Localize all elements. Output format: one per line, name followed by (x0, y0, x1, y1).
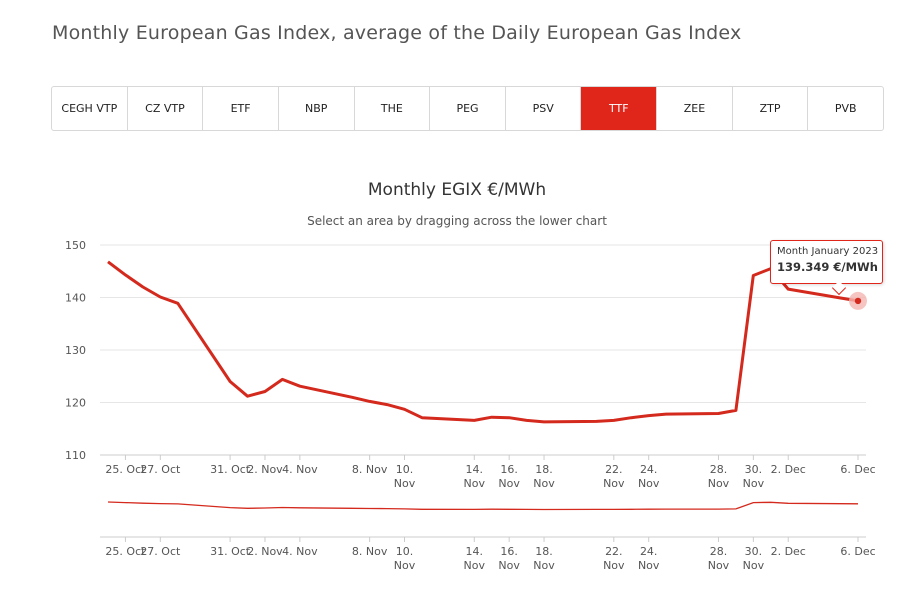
tab-etf[interactable]: ETF (203, 87, 279, 130)
y-tick-label: 150 (65, 239, 86, 252)
tab-the[interactable]: THE (355, 87, 431, 130)
x-tick-label-navigator: 14. Nov (464, 545, 486, 572)
tab-psv[interactable]: PSV (506, 87, 582, 130)
tab-zee[interactable]: ZEE (657, 87, 733, 130)
tooltip-value: 139.349 €/MWh (777, 260, 878, 274)
data-point-hover[interactable] (854, 297, 862, 305)
tab-ztp[interactable]: ZTP (733, 87, 809, 130)
y-tick-label: 120 (65, 397, 86, 410)
x-tick-label-navigator: 25. Oct (105, 545, 146, 558)
tab-pvb[interactable]: PVB (834, 102, 857, 115)
chart-subtitle: Select an area by dragging across the lo… (307, 214, 607, 228)
x-tick-label-navigator: 10. Nov (394, 545, 416, 572)
x-tick-label-main: 8. Nov (352, 463, 388, 476)
x-tick-label-main: 4. Nov (282, 463, 318, 476)
y-tick-label: 130 (65, 344, 86, 357)
hub-tab-bar: CEGH VTP CZ VTP ETF NBP THE PEG PSV TTF ZEE ZTP PV… (51, 86, 884, 131)
x-tick-label-navigator: 6. Dec (840, 545, 875, 558)
x-tick-label-main: 2. Dec (771, 463, 806, 476)
x-tick-label-main: 31. Oct (210, 463, 251, 476)
chart-title: Monthly EGIX €/MWh (367, 180, 547, 200)
tab-nbp[interactable]: NBP (279, 87, 355, 130)
x-tick-label-main: 18. Nov (533, 463, 555, 490)
y-tick-label: 110 (65, 449, 86, 462)
series-line-navigator (107, 501, 859, 511)
point-markers (849, 291, 867, 310)
y-axis-labels: 110 120 130 140 150 (65, 239, 86, 462)
x-tick-label-main: 30. Nov (743, 463, 765, 490)
x-tick-label-navigator: 24. Nov (638, 545, 660, 572)
x-tick-label-main: 16. Nov (498, 463, 520, 490)
x-tick-label-navigator: 27. Oct (140, 545, 181, 558)
x-tick-label-navigator: 2. Dec (771, 545, 806, 558)
tab-ttf[interactable]: TTF (581, 87, 658, 130)
x-tick-label-main: 25. Oct (105, 463, 146, 476)
x-tick-label-main: 14. Nov (464, 463, 486, 490)
x-tick-label-main: 6. Dec (840, 463, 875, 476)
tooltip-title: Month January 2023 (777, 246, 879, 257)
tab-cz-vtp[interactable]: CZ VTP (128, 87, 204, 130)
x-tick-label-main: 28. Nov (708, 463, 730, 490)
x-tick-label-navigator: 30. Nov (743, 545, 765, 572)
x-tick-label-navigator: 18. Nov (533, 545, 555, 572)
tab-cegh-vtp[interactable]: CEGH VTP (52, 87, 128, 130)
x-tick-label-navigator: 22. Nov (603, 545, 625, 572)
y-tick-label: 140 (65, 292, 86, 305)
x-tick-label-navigator: 4. Nov (282, 545, 318, 558)
x-tick-label-navigator: 31. Oct (210, 545, 251, 558)
x-tick-label-main: 22. Nov (603, 463, 625, 490)
x-tick-label-navigator: 16. Nov (498, 545, 520, 572)
tab-peg[interactable]: PEG (430, 87, 506, 130)
series-line-main (107, 260, 859, 424)
x-tick-label-navigator: 2. Nov (247, 545, 283, 558)
x-tick-label-navigator: 8. Nov (352, 545, 388, 558)
x-tick-label-main: 2. Nov (247, 463, 283, 476)
tooltip: Month January 2023 139.349 €/MWh (770, 240, 883, 284)
x-tick-label-main: 27. Oct (140, 463, 181, 476)
page-title: Monthly European Gas Index, average of t… (52, 22, 742, 44)
x-tick-label-navigator: 28. Nov (708, 545, 730, 572)
x-tick-label-main: 24. Nov (638, 463, 660, 490)
x-tick-label-main: 10. Nov (394, 463, 416, 490)
